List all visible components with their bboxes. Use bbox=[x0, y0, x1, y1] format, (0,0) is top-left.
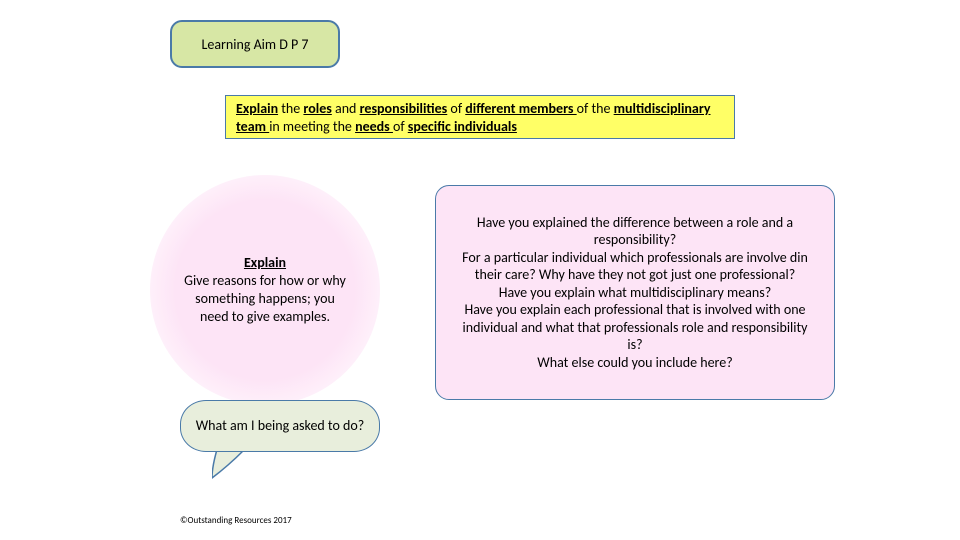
explain-circle: Explain Give reasons for how or why some… bbox=[150, 175, 380, 405]
speech-bubble: What am I being asked to do? bbox=[180, 400, 400, 470]
footer-copyright: ©Outstanding Resources 2017 bbox=[180, 515, 292, 526]
speech-bubble-body: What am I being asked to do? bbox=[180, 400, 380, 452]
directive-text: Explain the roles and responsibilities o… bbox=[236, 100, 711, 135]
explain-text: Explain Give reasons for how or why some… bbox=[180, 254, 350, 327]
prompts-box: Have you explained the difference betwee… bbox=[435, 185, 835, 400]
prompts-text: Have you explained the difference betwee… bbox=[454, 214, 816, 372]
learning-aim-title: Learning Aim D P 7 bbox=[201, 36, 308, 53]
learning-aim-title-box: Learning Aim D P 7 bbox=[170, 20, 340, 68]
directive-box: Explain the roles and responsibilities o… bbox=[225, 95, 735, 139]
speech-bubble-text: What am I being asked to do? bbox=[196, 418, 365, 435]
